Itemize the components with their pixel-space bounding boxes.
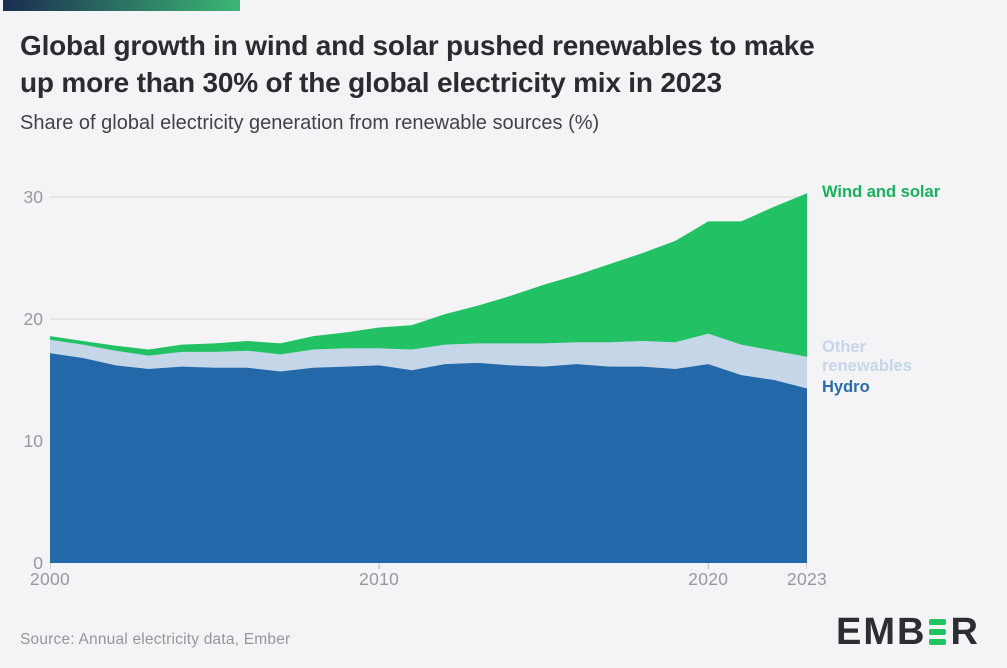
y-axis-tick-label: 0: [33, 553, 43, 573]
brand-gradient-bar: [3, 0, 240, 11]
legend-wind-and-solar: Wind and solar: [822, 183, 941, 201]
title-line-2: up more than 30% of the global electrici…: [20, 67, 722, 98]
chart-plot-area: [50, 193, 807, 569]
ember-logo: EMB R: [836, 610, 980, 653]
y-axis-tick-label: 30: [23, 187, 43, 207]
logo-text-left: EMB: [836, 610, 927, 653]
source-note: Source: Annual electricity data, Ember: [20, 631, 291, 648]
legend-other-renewables: Other renewables: [822, 338, 912, 375]
logo-text-right: R: [950, 610, 980, 653]
y-axis-tick-label: 20: [23, 309, 43, 329]
y-axis-tick-label: 10: [23, 431, 43, 451]
legend-hydro: Hydro: [822, 378, 870, 396]
title-line-1: Global growth in wind and solar pushed r…: [20, 30, 815, 61]
x-axis-tick-label: 2020: [688, 569, 729, 589]
chart-subtitle: Share of global electricity generation f…: [20, 112, 600, 134]
stacked-area-chart: [50, 190, 807, 570]
logo-e-bars-icon: [929, 619, 947, 645]
x-axis-tick-label: 2000: [29, 569, 71, 589]
x-axis-tick-label: 2010: [359, 569, 400, 589]
x-axis-tick-label: 2023: [786, 569, 828, 589]
page-title: Global growth in wind and solar pushed r…: [20, 27, 980, 101]
